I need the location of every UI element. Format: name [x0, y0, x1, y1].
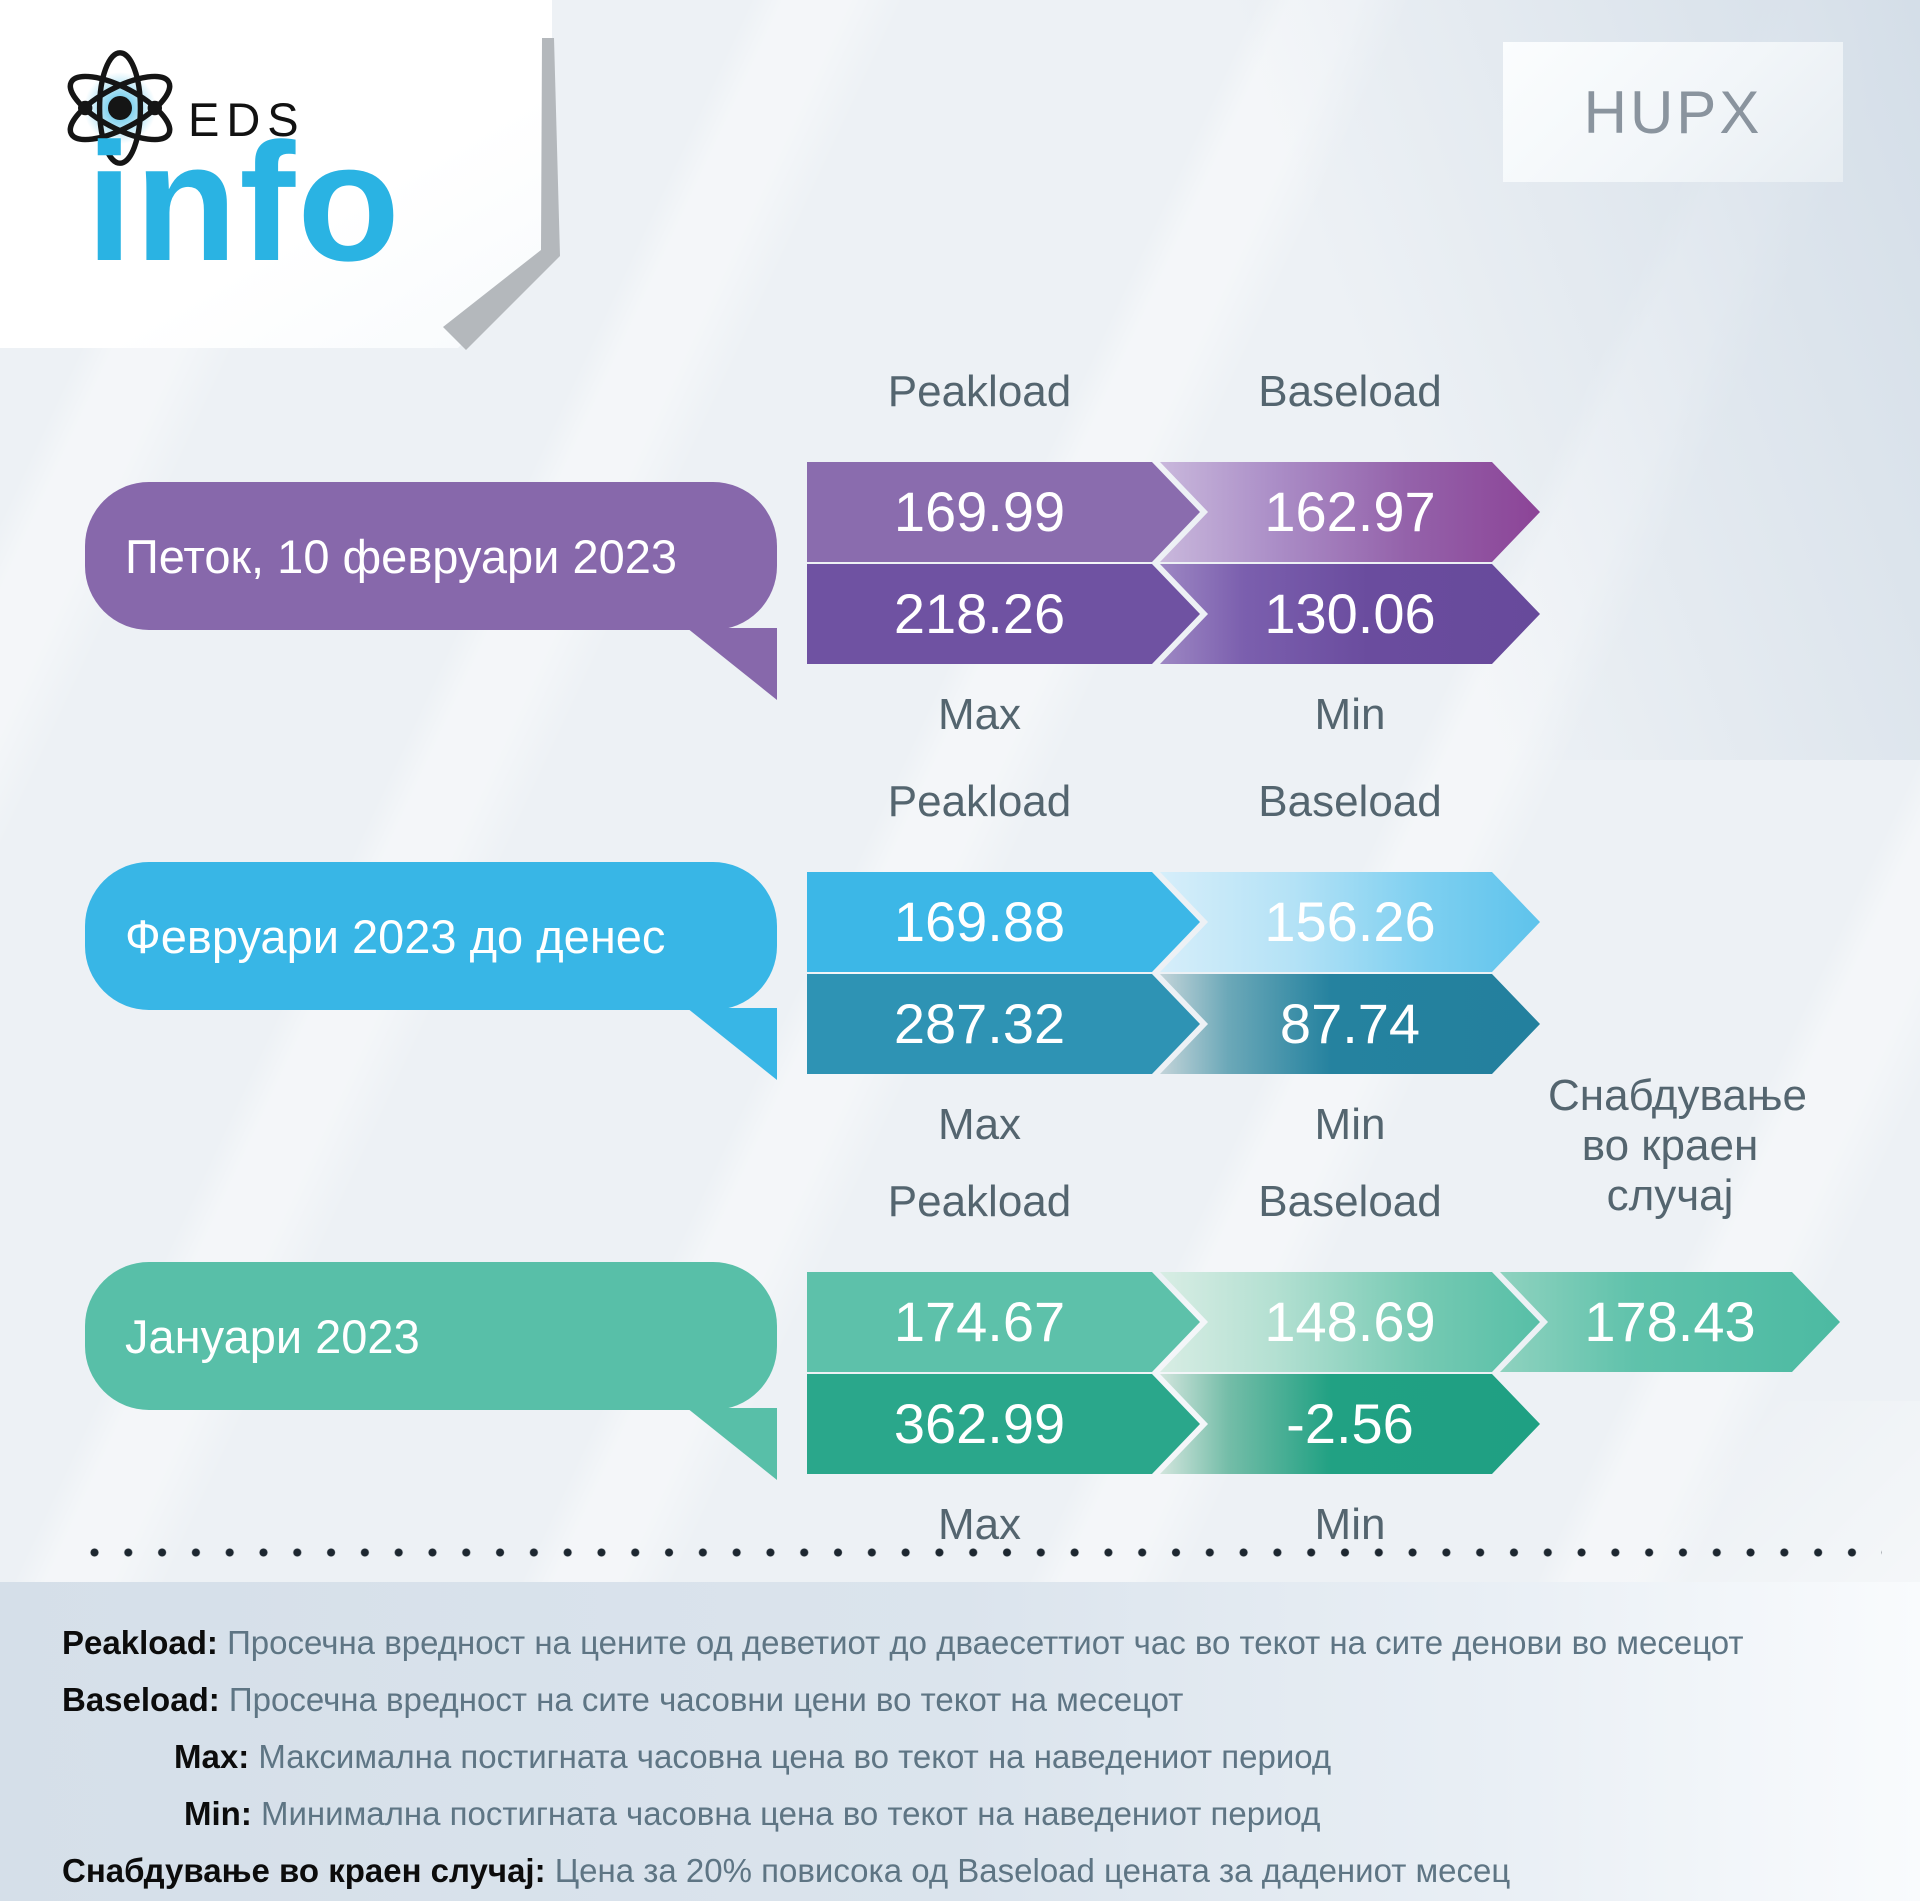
period-label-bubble: Февруари 2023 до денес — [85, 862, 777, 1010]
period-label-bubble: Петок, 10 февруари 2023 — [85, 482, 777, 630]
max-value: 362.99 — [807, 1374, 1200, 1474]
column-header-peakload: Peakload — [887, 777, 1072, 826]
period-label-bubble: Јануари 2023 — [85, 1262, 777, 1410]
hupx-badge: HUPX — [1503, 42, 1843, 182]
bubble-tail — [687, 1008, 777, 1080]
dotted-divider — [90, 1548, 1882, 1557]
peakload-avg-value: 174.67 — [807, 1272, 1200, 1372]
column-header-last-resort-supply: Снабдување во краен случај — [1548, 1071, 1808, 1220]
logo-card — [0, 0, 552, 348]
logo-info-text: info — [86, 108, 402, 296]
max-value: 218.26 — [807, 564, 1200, 664]
min-value: -2.56 — [1160, 1374, 1540, 1474]
atom-icon — [67, 50, 173, 166]
legend-item-last-resort-supply: Снабдување во краен случај: Цена за 20% … — [62, 1852, 1511, 1889]
column-header-baseload: Baseload — [1258, 1177, 1442, 1226]
column-header-peakload: Peakload — [887, 1177, 1072, 1226]
bubble-tail — [687, 1408, 777, 1480]
baseload-avg-value: 162.97 — [1160, 462, 1540, 562]
min-label: Min — [1314, 1100, 1386, 1149]
legend-item-baseload: Baseload: Просечна вредност на сите часо… — [62, 1681, 1184, 1718]
min-value: 87.74 — [1160, 974, 1540, 1074]
min-label: Min — [1314, 690, 1386, 739]
bubble-tail — [687, 628, 777, 700]
baseload-avg-value: 148.69 — [1160, 1272, 1540, 1372]
column-header-peakload: Peakload — [887, 367, 1072, 416]
min-value: 130.06 — [1160, 564, 1540, 664]
min-label: Min — [1314, 1500, 1386, 1549]
baseload-avg-value: 156.26 — [1160, 872, 1540, 972]
period-label: Петок, 10 февруари 2023 — [125, 529, 678, 583]
last-resort-supply-value: 178.43 — [1500, 1272, 1840, 1372]
logo-eds-text: EDS — [188, 93, 306, 146]
max-label: Max — [937, 1500, 1022, 1549]
legend-item-peakload: Peakload: Просечна вредност на цените од… — [62, 1624, 1744, 1661]
logo-corner-ribbon — [443, 38, 560, 350]
max-label: Max — [937, 690, 1022, 739]
max-value: 287.32 — [807, 974, 1200, 1074]
legend-item-min: Min: Минимална постигната часовна цена в… — [184, 1795, 1321, 1832]
period-label: Јануари 2023 — [125, 1309, 420, 1363]
period-label: Февруари 2023 до денес — [125, 909, 666, 963]
legend-item-max: Max: Максимална постигната часовна цена … — [174, 1738, 1332, 1775]
column-header-baseload: Baseload — [1258, 367, 1442, 416]
legend-footer: Peakload: Просечна вредност на цените од… — [0, 1582, 1920, 1901]
peakload-avg-value: 169.88 — [807, 872, 1200, 972]
max-label: Max — [937, 1100, 1022, 1149]
peakload-avg-value: 169.99 — [807, 462, 1200, 562]
column-header-baseload: Baseload — [1258, 777, 1442, 826]
